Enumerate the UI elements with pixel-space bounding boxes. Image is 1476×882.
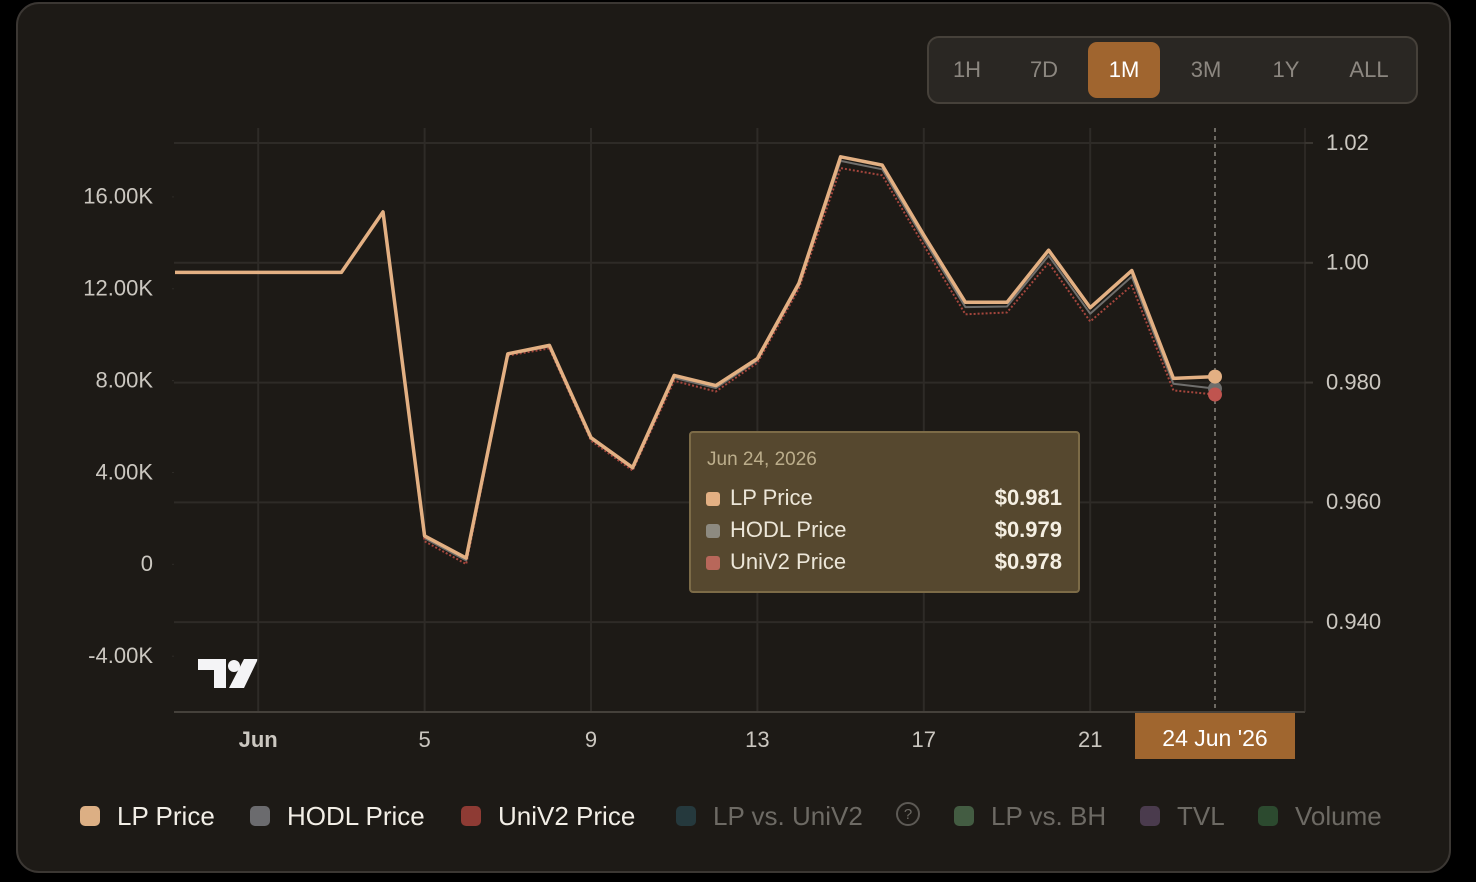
range-button[interactable]: 3M — [1191, 57, 1222, 82]
crosshair-label-box — [1135, 713, 1295, 759]
legend-swatch[interactable] — [80, 806, 100, 826]
tooltip-value: $0.978 — [995, 549, 1062, 574]
x-tick-label: Jun — [239, 727, 278, 752]
legend-swatch[interactable] — [1140, 806, 1160, 826]
range-button[interactable]: ALL — [1349, 57, 1388, 82]
x-tick-label: 13 — [745, 727, 769, 752]
range-selector — [927, 36, 1418, 104]
tradingview-logo — [198, 659, 258, 688]
tooltip-title: Jun 24, 2026 — [707, 449, 817, 470]
tooltip-value: $0.979 — [995, 517, 1062, 542]
y-tick-label: 4.00K — [96, 459, 154, 484]
y-tick-label: 8.00K — [96, 367, 154, 392]
legend-swatch[interactable] — [461, 806, 481, 826]
y2-tick-label: 0.980 — [1326, 369, 1381, 394]
legend-swatch[interactable] — [1258, 806, 1278, 826]
help-icon-mark: ? — [904, 806, 912, 823]
y-tick-label: 0 — [141, 551, 153, 576]
range-button[interactable]: 1H — [953, 57, 981, 82]
range-button[interactable]: 7D — [1030, 57, 1058, 82]
series-line — [175, 155, 1216, 560]
crosshair-label: 24 Jun '26 — [1162, 725, 1267, 751]
tooltip-swatch — [706, 556, 720, 570]
tooltip-series-name: UniV2 Price — [730, 549, 846, 574]
tooltip — [689, 431, 1080, 593]
x-tick-label: 9 — [585, 727, 597, 752]
tooltip-swatch — [706, 492, 720, 506]
legend-label[interactable]: Volume — [1295, 801, 1382, 831]
y2-tick-label: 0.940 — [1326, 609, 1381, 634]
y-tick-label: -4.00K — [88, 643, 153, 668]
legend-label[interactable]: LP Price — [117, 801, 215, 831]
crosshair-point — [1208, 387, 1222, 402]
range-button[interactable]: 1Y — [1273, 57, 1300, 82]
legend-label[interactable]: UniV2 Price — [498, 801, 635, 831]
tooltip-series-name: LP Price — [730, 485, 813, 510]
legend-label[interactable]: LP vs. UniV2 — [713, 801, 863, 831]
tooltip-value: $0.981 — [995, 485, 1062, 510]
x-tick-label: 5 — [418, 727, 430, 752]
y2-tick-label: 1.00 — [1326, 250, 1369, 275]
tooltip-swatch — [706, 524, 720, 538]
tooltip-series-name: HODL Price — [730, 517, 847, 542]
legend-swatch[interactable] — [954, 806, 974, 826]
crosshair-point — [1208, 369, 1222, 384]
help-icon[interactable] — [896, 802, 920, 826]
legend-label[interactable]: LP vs. BH — [991, 801, 1106, 831]
y2-tick-label: 1.02 — [1326, 130, 1369, 155]
range-button[interactable]: 1M — [1109, 57, 1140, 82]
y-tick-label: 12.00K — [83, 276, 153, 301]
x-tick-label: 21 — [1078, 727, 1102, 752]
y2-tick-label: 0.960 — [1326, 489, 1381, 514]
legend-swatch[interactable] — [250, 806, 270, 826]
legend-swatch[interactable] — [676, 806, 696, 826]
x-tick-label: 17 — [912, 727, 936, 752]
range-button-active[interactable] — [1088, 42, 1160, 98]
legend-label[interactable]: TVL — [1177, 801, 1225, 831]
legend-label[interactable]: HODL Price — [287, 801, 425, 831]
y-tick-label: 16.00K — [83, 184, 153, 209]
